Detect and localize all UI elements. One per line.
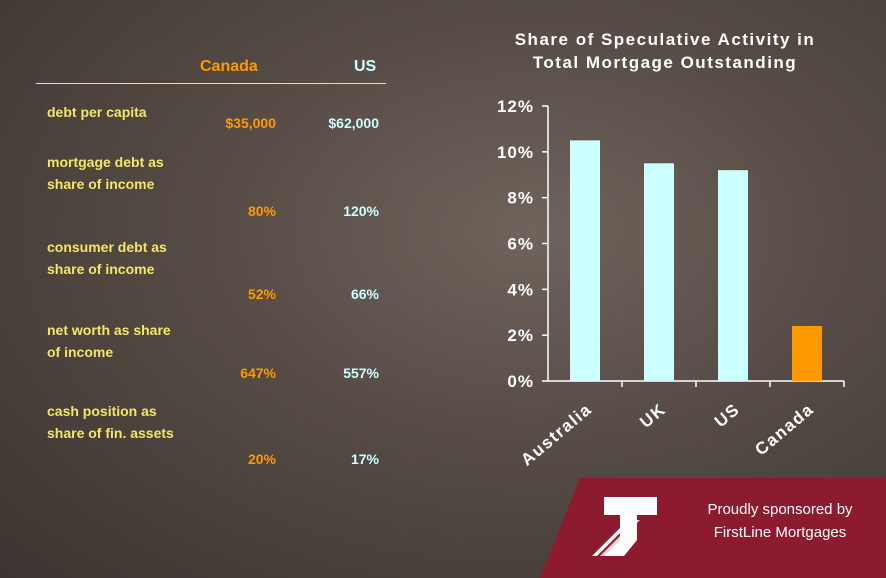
x-tick-label: US — [711, 400, 744, 432]
header-rule — [36, 83, 386, 84]
sponsor-text: Proudly sponsored by — [707, 501, 853, 518]
row-label: consumer debt as share of income — [47, 239, 167, 277]
y-tick-label: 6% — [507, 235, 534, 254]
x-tick-label: Canada — [751, 400, 817, 460]
row-label: net worth as share of income — [47, 322, 171, 360]
cell-value: 52% — [247, 286, 276, 302]
cell-value: 66% — [350, 286, 379, 302]
y-tick-label: 10% — [497, 143, 534, 162]
row-label: cash position as share of fin. assets — [47, 403, 174, 441]
sponsor-text: FirstLine Mortgages — [713, 524, 847, 541]
cell-value: 20% — [247, 451, 276, 467]
column-header: US — [354, 58, 377, 75]
cell-value: 17% — [350, 451, 379, 467]
cell-value: $62,000 — [328, 115, 379, 131]
row-label: debt per capita — [47, 104, 147, 120]
x-tick-label: Australia — [517, 400, 595, 470]
y-tick-label: 0% — [507, 372, 534, 391]
column-header: Canada — [200, 58, 258, 75]
sponsor-logo — [592, 497, 657, 556]
y-tick-label: 8% — [507, 189, 534, 208]
bar — [570, 140, 600, 381]
y-tick-label: 2% — [507, 326, 534, 345]
cell-value: 557% — [343, 365, 379, 381]
x-tick-label: UK — [636, 400, 669, 432]
chart-title: Share of Speculative Activity in Total M… — [514, 30, 816, 72]
cell-value: 80% — [247, 203, 276, 219]
cell-value: 647% — [240, 365, 276, 381]
bar — [718, 170, 748, 381]
y-tick-label: 12% — [497, 97, 534, 116]
y-tick-label: 4% — [507, 280, 534, 299]
bar — [644, 163, 674, 381]
cell-value: $35,000 — [225, 115, 276, 131]
bar — [792, 326, 822, 381]
cell-value: 120% — [343, 203, 379, 219]
row-label: mortgage debt as share of income — [47, 154, 164, 192]
